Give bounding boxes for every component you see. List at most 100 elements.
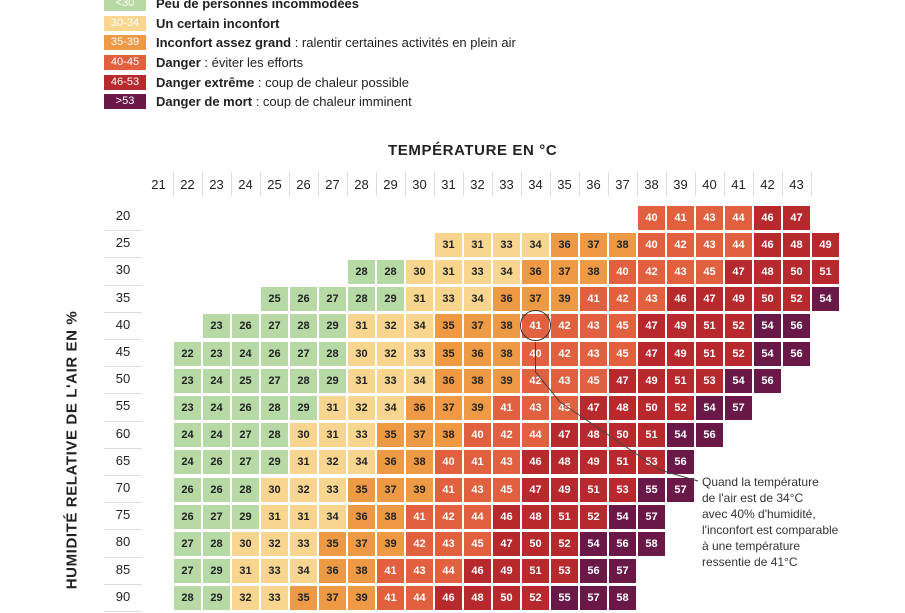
x-tick-label: 34	[528, 177, 543, 192]
heatmap-cell: 28	[261, 396, 288, 420]
heatmap-cell: 43	[638, 287, 665, 312]
y-tick-separator	[104, 257, 142, 259]
heatmap-cell: 43	[696, 205, 723, 230]
x-tick-separator	[318, 172, 319, 196]
y-tick-label: 55	[115, 398, 131, 414]
heatmap-cell: 48	[551, 450, 578, 475]
heatmap-cell: 47	[609, 368, 636, 393]
heatmap-cell: 31	[232, 559, 259, 584]
heatmap-cell: 28	[232, 477, 259, 502]
heatmap-cell: 29	[203, 586, 230, 611]
x-tick-separator	[579, 172, 580, 196]
heatmap-cell: 30	[261, 477, 288, 502]
heatmap-cell: 46	[754, 205, 781, 230]
heatmap-cell: 28	[290, 314, 317, 339]
legend-label: Danger de mort	[156, 94, 253, 110]
annotation-line: de l'air est de 34°C	[702, 491, 804, 505]
heatmap-cell: 41	[493, 396, 520, 420]
heatmap-cell: 29	[261, 450, 288, 475]
heatmap-cell: 47	[580, 396, 607, 420]
heatmap-cell: 39	[493, 368, 520, 393]
heatmap-cell: 29	[232, 504, 259, 529]
heatmap-cell: 35	[435, 341, 462, 366]
legend-item: >53 Danger de mort : coup de chaleur immi…	[104, 92, 516, 112]
y-tick-label: 90	[115, 588, 131, 604]
y-tick-separator	[104, 611, 142, 612]
heatmap-cell: 54	[609, 504, 636, 529]
legend-swatch: 46-53	[104, 74, 146, 90]
heatmap-cell: 47	[783, 205, 810, 230]
heatmap-cell: 28	[290, 368, 317, 393]
heatmap-cell: 52	[522, 586, 549, 611]
heatmap-cell: 29	[377, 287, 404, 312]
heatmap-cell: 42	[551, 341, 578, 366]
heatmap-cell: 33	[261, 586, 288, 611]
heatmap-cell: 33	[493, 232, 520, 257]
y-tick-label: 85	[115, 561, 131, 577]
y-tick-label: 60	[115, 425, 131, 441]
y-tick-label: 70	[115, 480, 131, 495]
x-tick-separator	[550, 172, 551, 196]
annotation-line: ressentie de 41°C	[702, 555, 798, 569]
heatmap-cell: 56	[580, 559, 607, 584]
heatmap-cell: 50	[783, 260, 810, 284]
heatmap-cell: 26	[174, 504, 201, 529]
annotation-line: avec 40% d'humidité,	[702, 507, 816, 521]
heatmap-cell: 56	[609, 532, 636, 556]
heatmap-cell: 32	[377, 341, 404, 366]
chart-title: TEMPÉRATURE EN °C	[388, 142, 558, 159]
x-tick-separator	[811, 172, 812, 196]
heatmap-cell: 44	[406, 586, 433, 611]
heatmap-cell: 28	[203, 532, 230, 556]
heatmap-cell: 34	[464, 287, 491, 312]
heatmap-cell: 50	[493, 586, 520, 611]
heatmap-cell: 50	[522, 532, 549, 556]
heatmap-cell: 30	[232, 532, 259, 556]
heatmap-cell: 46	[435, 586, 462, 611]
heatmap-cell: 45	[609, 341, 636, 366]
heatmap-cell: 47	[551, 423, 578, 448]
heatmap-cell: 34	[406, 314, 433, 339]
y-tick-separator	[104, 447, 142, 449]
heatmap-cell: 38	[435, 423, 462, 448]
heatmap-cell: 32	[348, 396, 375, 420]
heatmap-cell: 54	[754, 341, 781, 366]
x-tick-label: 31	[441, 177, 456, 192]
x-tick-separator	[231, 172, 232, 196]
heatmap-cell: 26	[203, 477, 230, 502]
heatmap-cell: 27	[174, 532, 201, 556]
heatmap-cell: 33	[261, 559, 288, 584]
heatmap-cell: 50	[638, 396, 665, 420]
x-tick-label: 35	[557, 177, 572, 192]
x-tick-separator	[202, 172, 203, 196]
heatmap-cell: 43	[435, 532, 462, 556]
heatmap-cell: 47	[522, 477, 549, 502]
heatmap-cell: 51	[580, 477, 607, 502]
heatmap-cell: 57	[609, 559, 636, 584]
heatmap-cell: 33	[348, 423, 375, 448]
legend-swatch: <30	[104, 0, 146, 12]
heatmap-cell: 27	[174, 559, 201, 584]
heatmap-cell: 57	[638, 504, 665, 529]
heatmap-cell: 36	[435, 368, 462, 393]
x-tick-label: 28	[354, 177, 369, 192]
heatmap-cell: 23	[174, 396, 201, 420]
heatmap-cell: 33	[319, 477, 346, 502]
heatmap-cell: 28	[377, 260, 404, 284]
heatmap-cell: 45	[580, 368, 607, 393]
heatmap-cell: 37	[435, 396, 462, 420]
heatmap-cell: 33	[290, 532, 317, 556]
heatmap-cell: 34	[377, 396, 404, 420]
heatmap-cell: 51	[551, 504, 578, 529]
x-tick-label: 26	[296, 177, 311, 192]
heatmap-cell: 51	[638, 423, 665, 448]
heatmap-cell: 45	[551, 396, 578, 420]
y-tick-label: 30	[115, 262, 131, 278]
x-tick-separator	[347, 172, 348, 196]
legend-item: 40-45 Danger : éviter les efforts	[104, 53, 516, 73]
heatmap-cell: 49	[667, 341, 694, 366]
heatmap-cell: 24	[174, 450, 201, 475]
x-tick-separator	[405, 172, 406, 196]
heatmap-cell: 36	[493, 287, 520, 312]
